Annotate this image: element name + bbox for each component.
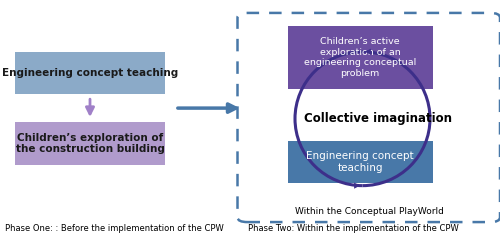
Text: Phase One: : Before the implementation of the CPW: Phase One: : Before the implementation o… [5, 224, 224, 233]
FancyBboxPatch shape [15, 122, 165, 164]
FancyBboxPatch shape [288, 26, 432, 89]
FancyBboxPatch shape [288, 141, 432, 183]
Text: Engineering concept teaching: Engineering concept teaching [2, 68, 178, 78]
Text: Phase Two: Within the implementation of the CPW: Phase Two: Within the implementation of … [248, 224, 458, 233]
Text: Engineering concept
teaching: Engineering concept teaching [306, 151, 414, 173]
FancyBboxPatch shape [15, 52, 165, 94]
Text: Children’s exploration of
the construction building: Children’s exploration of the constructi… [16, 133, 165, 154]
Text: Within the Conceptual PlayWorld: Within the Conceptual PlayWorld [294, 207, 444, 216]
Text: Collective imagination: Collective imagination [304, 112, 452, 125]
Text: Children’s active
exploration of an
engineering conceptual
problem: Children’s active exploration of an engi… [304, 37, 416, 78]
